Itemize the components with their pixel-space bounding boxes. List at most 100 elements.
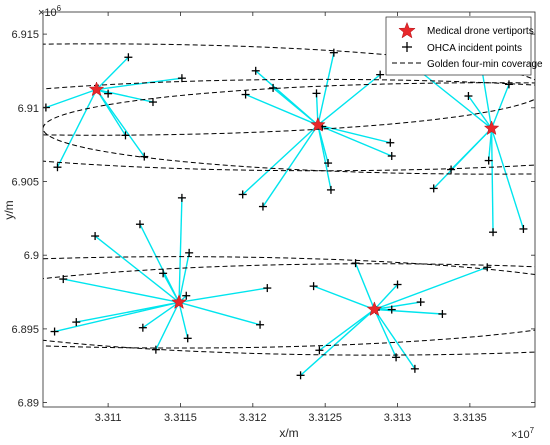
connection-line — [56, 89, 98, 168]
incident-marker — [296, 371, 305, 380]
x-tick-label: 3.3125 — [308, 412, 342, 424]
connection-line — [374, 308, 443, 315]
incident-marker — [104, 89, 113, 98]
connection-line — [155, 302, 180, 350]
connection-line — [178, 197, 183, 303]
vertiport-marker-1 — [88, 81, 105, 97]
incident-marker — [483, 263, 492, 272]
incident-marker — [177, 193, 186, 202]
y-tick-label: 6.895 — [11, 324, 39, 336]
x-axis-ticks: 3.311 3.3115 3.312 3.3125 3.313 3.3135 — [95, 12, 487, 424]
incident-marker — [138, 323, 147, 332]
incident-marker — [329, 48, 338, 57]
connection-line — [417, 69, 493, 129]
connection-line — [317, 124, 391, 144]
vertiport-marker-5 — [366, 301, 383, 317]
incident-marker — [309, 282, 318, 291]
incident-marker — [392, 353, 401, 362]
incident-marker — [386, 138, 395, 147]
legend: Medical drone vertiports OHCA incident p… — [385, 16, 543, 76]
y-exponent-power: 6 — [57, 4, 62, 13]
y-tick-label: 6.89 — [18, 398, 39, 410]
incident-marker — [269, 83, 278, 92]
x-tick-label: 3.311 — [95, 412, 122, 424]
connection-line — [374, 266, 488, 311]
connection-line — [245, 93, 319, 126]
vertiport-marker-3 — [483, 120, 500, 136]
connection-line — [318, 308, 375, 351]
incident-marker — [393, 280, 402, 289]
legend-label-vertiport: Medical drone vertiports — [427, 26, 534, 37]
x-exponent-label: ×107 — [511, 426, 535, 441]
incident-marker — [387, 305, 396, 314]
connection-line — [300, 308, 375, 376]
legend-vertiport-marker — [398, 21, 416, 39]
connection-line — [317, 74, 381, 126]
legend-incident-marker — [402, 42, 412, 52]
legend-label-coverage: Golden four-min coverage — [427, 59, 543, 70]
y-axis-ticks: 6.89 6.895 6.9 6.905 6.91 6.915 — [11, 29, 535, 410]
y-tick-label: 6.9 — [24, 250, 39, 262]
connection-line — [490, 128, 494, 233]
incident-marker — [447, 165, 456, 174]
incident-marker — [53, 163, 62, 172]
incident-marker — [263, 284, 272, 293]
incident-marker — [489, 228, 498, 237]
x-tick-label: 3.313 — [384, 412, 412, 424]
y-axis-label: y/m — [2, 200, 16, 219]
incident-marker — [151, 345, 160, 354]
plot-frame — [42, 11, 536, 408]
y-tick-label: 6.905 — [11, 176, 39, 188]
incident-marker — [387, 151, 396, 160]
vertiport-marker-4 — [171, 294, 187, 309]
connection-line — [95, 89, 145, 157]
incident-marker — [315, 346, 324, 355]
connection-line — [490, 128, 525, 230]
connection-line — [450, 127, 493, 171]
x-tick-label: 3.312 — [239, 412, 267, 424]
incident-marker — [148, 98, 157, 107]
incident-marker — [429, 184, 438, 193]
connection-line — [467, 95, 493, 129]
incident-marker — [464, 92, 473, 101]
incident-marker — [438, 309, 447, 318]
connection-line — [317, 52, 335, 126]
connection-line — [178, 287, 268, 304]
incident-marker — [140, 152, 149, 161]
incident-marker — [519, 224, 528, 233]
connection-line — [373, 309, 397, 358]
incident-markers — [43, 48, 528, 380]
incident-marker — [251, 66, 260, 75]
connection-line — [480, 66, 493, 129]
incident-marker — [124, 53, 133, 62]
incident-marker — [135, 220, 144, 229]
connection-line — [142, 301, 180, 329]
incident-marker — [410, 364, 419, 373]
incident-marker — [183, 334, 192, 343]
x-exponent-power: 7 — [530, 426, 535, 435]
incident-marker — [182, 291, 191, 300]
connection-line — [373, 309, 416, 370]
connection-line — [178, 252, 190, 303]
incident-marker — [238, 190, 247, 199]
incident-marker — [177, 74, 186, 83]
connection-line — [178, 302, 189, 339]
connection-line — [490, 84, 510, 129]
incident-marker — [312, 89, 321, 98]
x-exponent-base: ×10 — [511, 429, 530, 441]
plot-background — [43, 12, 535, 407]
x-tick-label: 3.3135 — [453, 412, 487, 424]
x-axis-label: x/m — [279, 426, 298, 440]
y-tick-label: 6.91 — [18, 103, 39, 115]
incident-marker — [185, 248, 194, 257]
connection-line — [317, 124, 393, 157]
legend-star-shape — [398, 21, 416, 39]
incident-marker — [91, 232, 100, 241]
incident-marker — [351, 259, 360, 268]
vertiport-marker-2 — [310, 116, 326, 132]
connection-line — [63, 278, 180, 304]
connection-line — [162, 272, 180, 303]
connection-line — [272, 87, 319, 126]
incident-marker — [59, 275, 68, 284]
connection-line — [242, 124, 319, 195]
